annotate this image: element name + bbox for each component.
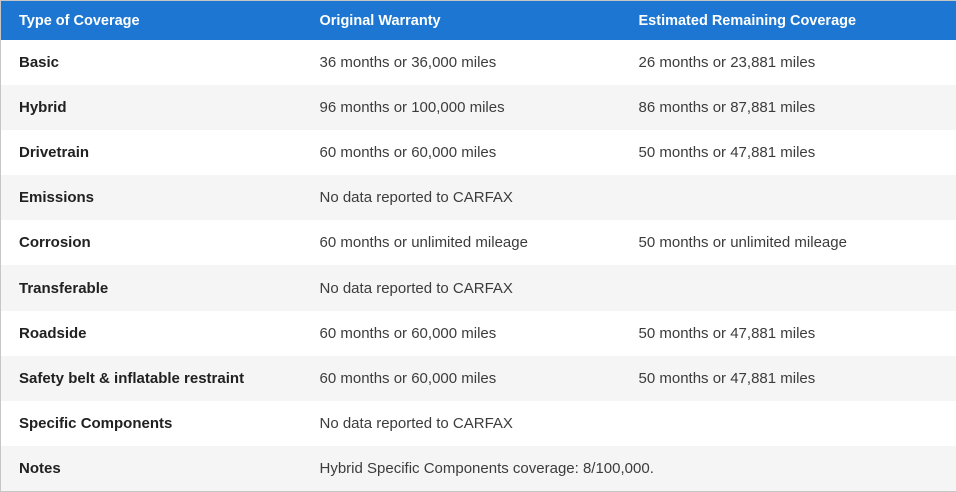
coverage-type-cell: Emissions: [19, 189, 95, 207]
coverage-type-cell: Safety belt & inflatable restraint: [19, 369, 245, 387]
original-warranty-cell: 60 months or 60,000 miles: [319, 144, 497, 162]
original-warranty-cell: 60 months or 60,000 miles: [319, 369, 497, 387]
table-row: Safety belt & inflatable restraint 60 mo…: [0, 355, 956, 401]
remaining-coverage-cell: 50 months or 47,881 miles: [638, 144, 816, 162]
remaining-coverage-cell: [621, 446, 956, 492]
original-warranty-cell: No data reported to CARFAX: [319, 414, 513, 432]
original-warranty-cell: 60 months or 60,000 miles: [319, 324, 497, 342]
remaining-coverage-cell: 86 months or 87,881 miles: [638, 99, 816, 117]
remaining-coverage-cell: 26 months or 23,881 miles: [638, 54, 816, 72]
table-row: Drivetrain 60 months or 60,000 miles 50 …: [0, 130, 956, 176]
table-row: Corrosion 60 months or unlimited mileage…: [0, 220, 956, 266]
table-row: Emissions No data reported to CARFAX: [0, 175, 956, 221]
table-row: Hybrid 96 months or 100,000 miles 86 mon…: [0, 85, 956, 131]
coverage-type-cell: Drivetrain: [19, 144, 90, 162]
table-row: Transferable No data reported to CARFAX: [0, 265, 956, 311]
remaining-coverage-cell: 50 months or 47,881 miles: [638, 324, 816, 342]
remaining-coverage-cell: [621, 175, 956, 220]
coverage-type-cell: Roadside: [19, 324, 87, 342]
table-header-row: Type of Coverage Original Warranty Estim…: [0, 0, 956, 40]
table-row: Roadside 60 months or 60,000 miles 50 mo…: [0, 310, 956, 356]
coverage-type-cell: Basic: [19, 54, 60, 72]
table-row: Notes Hybrid Specific Components coverag…: [0, 445, 956, 492]
remaining-coverage-cell: [621, 265, 956, 310]
original-warranty-cell: Hybrid Specific Components coverage: 8/1…: [319, 459, 654, 477]
column-header-estimated-remaining-coverage: Estimated Remaining Coverage: [620, 0, 956, 40]
original-warranty-cell: 60 months or unlimited mileage: [319, 234, 528, 252]
original-warranty-cell: 36 months or 36,000 miles: [319, 54, 497, 72]
original-warranty-cell: No data reported to CARFAX: [319, 189, 513, 207]
original-warranty-cell: No data reported to CARFAX: [319, 279, 513, 297]
table-row: Basic 36 months or 36,000 miles 26 month…: [0, 40, 956, 86]
remaining-coverage-cell: 50 months or unlimited mileage: [638, 234, 847, 252]
coverage-type-cell: Specific Components: [19, 414, 173, 432]
coverage-type-cell: Transferable: [19, 279, 109, 297]
coverage-type-cell: Corrosion: [19, 234, 91, 252]
table-row: Specific Components No data reported to …: [0, 400, 956, 446]
coverage-type-cell: Notes: [19, 459, 61, 477]
column-header-original-warranty: Original Warranty: [301, 0, 621, 40]
column-header-type-of-coverage: Type of Coverage: [0, 0, 302, 40]
remaining-coverage-cell: 50 months or 47,881 miles: [638, 369, 816, 387]
table-body: Basic 36 months or 36,000 miles 26 month…: [0, 40, 956, 492]
coverage-type-cell: Hybrid: [19, 99, 67, 117]
original-warranty-cell: 96 months or 100,000 miles: [319, 99, 505, 117]
remaining-coverage-cell: [621, 401, 956, 446]
